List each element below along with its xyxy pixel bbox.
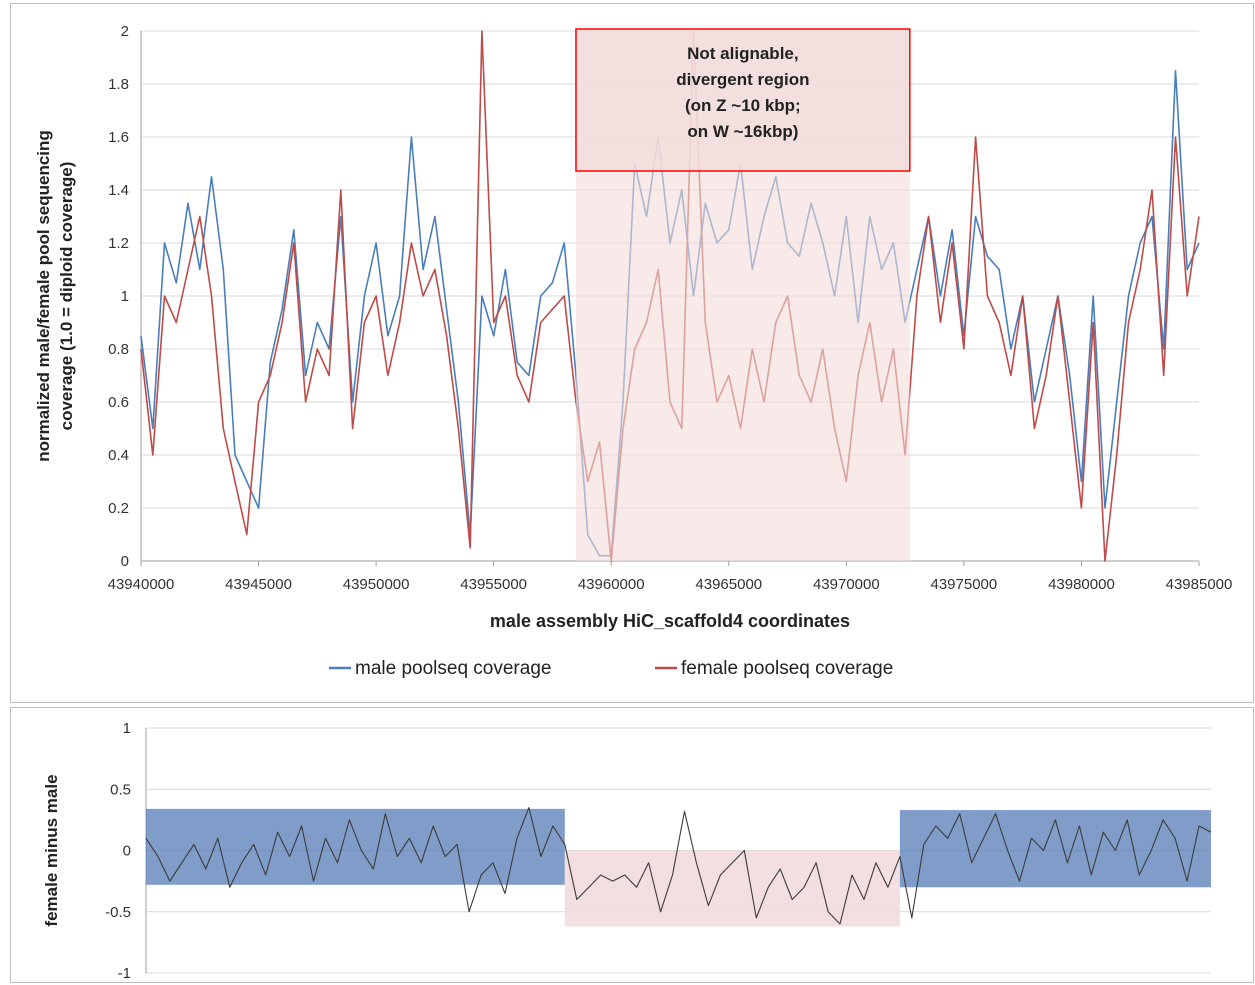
x-tick-label: 43950000	[343, 576, 410, 593]
coverage-chart-panel: 0 0.2 0.4 0.6 0.8 1 1.2 1.4 1.6 1.8 2 43940000 43945…	[10, 3, 1254, 703]
high-difference-band	[899, 810, 1211, 888]
difference-chart-panel: 1 0.5 0 -0.5 -1 female minus male	[10, 707, 1254, 983]
x-tick-label: 43980000	[1048, 576, 1115, 593]
y-tick-label: 0	[123, 843, 131, 860]
y-tick-label: 1	[121, 288, 129, 305]
y-axis-title: coverage (1.0 = diploid coverage)	[57, 162, 76, 431]
divergent-region-annotation-box	[575, 28, 911, 172]
annotation-line: divergent region	[676, 70, 809, 89]
x-tick-label: 43940000	[108, 576, 175, 593]
legend-label-female: female poolseq coverage	[681, 658, 893, 679]
y-tick-label: 0.8	[108, 341, 129, 358]
y-tick-label: 0.2	[108, 500, 129, 517]
y-tick-label: 0.5	[110, 781, 131, 798]
x-tick-label: 43960000	[578, 576, 645, 593]
x-tick-label: 43970000	[813, 576, 880, 593]
x-axis-title: male assembly HiC_scaffold4 coordinates	[490, 611, 850, 631]
difference-chart: 1 0.5 0 -0.5 -1 female minus male	[42, 720, 1212, 982]
x-tick-label: 43975000	[931, 576, 998, 593]
annotation-line: on W ~16kbp)	[687, 122, 798, 141]
x-tick-label: 43985000	[1166, 576, 1233, 593]
y-tick-label: -0.5	[105, 904, 131, 921]
divergent-region-shade	[575, 171, 910, 561]
difference-line	[145, 807, 1212, 925]
coverage-chart: 0 0.2 0.4 0.6 0.8 1 1.2 1.4 1.6 1.8 2 43940000 43945…	[34, 23, 1233, 679]
legend-label-male: male poolseq coverage	[355, 658, 551, 679]
y-tick-label: 0.6	[108, 394, 129, 411]
y-tick-label: 1.6	[108, 129, 129, 146]
y-tick-label: -1	[118, 965, 131, 982]
y-tick-label: 1.2	[108, 235, 129, 252]
y-axis-title: normalized male/female pool sequencing	[34, 130, 53, 462]
y-tick-label: 0	[121, 553, 129, 570]
annotation-line: (on Z ~10 kbp;	[685, 96, 801, 115]
high-difference-band	[146, 808, 565, 885]
y-tick-label: 1.4	[108, 182, 129, 199]
y-tick-label: 1.8	[108, 76, 129, 93]
annotation-line: Not alignable,	[687, 44, 798, 63]
x-tick-label: 43945000	[225, 576, 292, 593]
y-tick-label: 2	[121, 23, 129, 40]
x-tick-label: 43965000	[695, 576, 762, 593]
low-difference-band	[564, 850, 900, 927]
y-tick-label: 1	[123, 720, 131, 737]
x-tick-label: 43955000	[460, 576, 527, 593]
y-tick-label: 0.4	[108, 447, 129, 464]
y-axis-title: female minus male	[42, 774, 61, 926]
